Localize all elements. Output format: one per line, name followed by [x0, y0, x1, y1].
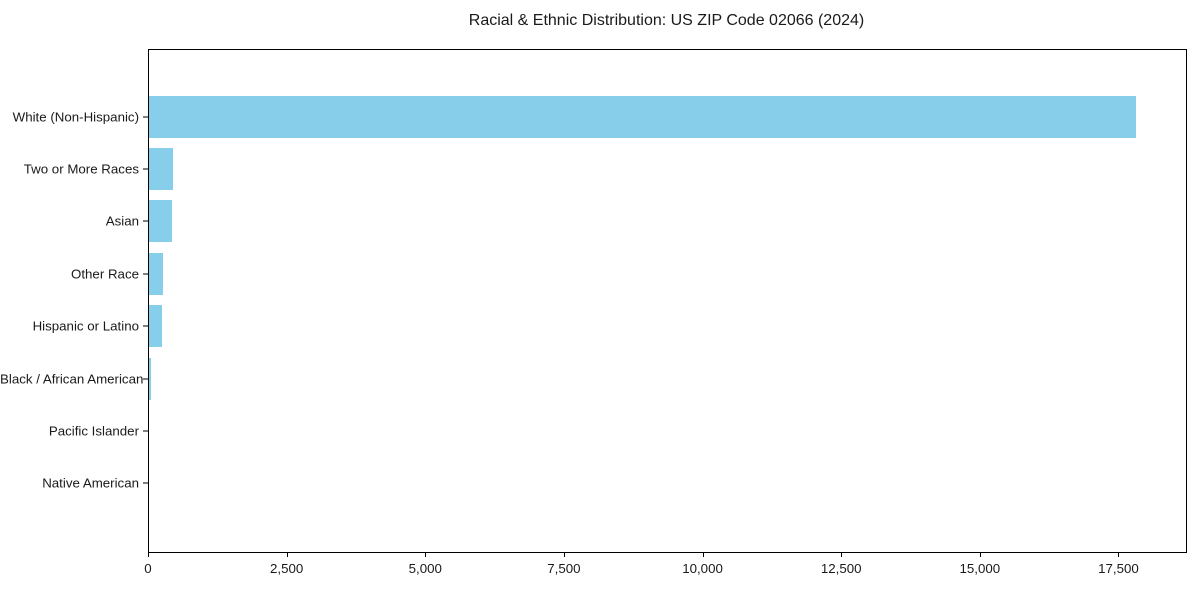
y-tick-mark [143, 482, 148, 484]
chart-title: Racial & Ethnic Distribution: US ZIP Cod… [468, 12, 865, 29]
x-tick-mark [703, 552, 704, 557]
x-tick-mark [1118, 552, 1119, 557]
x-tick-label-17500: 17,500 [1098, 561, 1139, 576]
bar-white-non-hispanic [149, 96, 1136, 138]
y-tick-mark [143, 116, 148, 118]
x-tick-mark [287, 552, 288, 557]
y-tick-label-other-race: Other Race [71, 266, 139, 282]
y-tick-mark [143, 220, 148, 222]
y-tick-label-black-african-american: Black / African American [0, 371, 144, 387]
y-tick-mark [143, 168, 148, 170]
bar-asian [149, 200, 172, 242]
y-tick-label-two-or-more-races: Two or More Races [23, 161, 139, 177]
y-tick-mark [143, 273, 148, 275]
x-tick-mark [980, 552, 981, 557]
bar-hispanic-or-latino [149, 305, 162, 347]
x-tick-label-0: 0 [144, 561, 152, 576]
x-tick-label-7500: 7,500 [547, 561, 581, 576]
bar-two-or-more-races [149, 148, 173, 190]
bar-other-race [149, 253, 163, 295]
x-tick-label-15000: 15,000 [959, 561, 1001, 576]
x-tick-mark [148, 552, 149, 557]
bar-black-african-american [149, 358, 151, 400]
x-tick-label-5000: 5,000 [408, 561, 442, 576]
y-tick-mark [143, 325, 148, 327]
y-tick-label-white-non-hispanic: White (Non-Hispanic) [12, 109, 139, 125]
y-tick-label-native-american: Native American [42, 475, 139, 491]
x-tick-label-12500: 12,500 [820, 561, 862, 576]
x-tick-mark [564, 552, 565, 557]
x-tick-mark [425, 552, 426, 557]
y-tick-label-pacific-islander: Pacific Islander [48, 423, 139, 439]
x-tick-label-2500: 2,500 [269, 561, 304, 576]
x-tick-label-10000: 10,000 [682, 561, 723, 576]
y-tick-mark [143, 430, 148, 432]
x-tick-mark [841, 552, 842, 557]
y-tick-label-asian: Asian [105, 213, 139, 229]
y-tick-mark [143, 378, 148, 380]
y-tick-label-hispanic-or-latino: Hispanic or Latino [32, 318, 139, 334]
